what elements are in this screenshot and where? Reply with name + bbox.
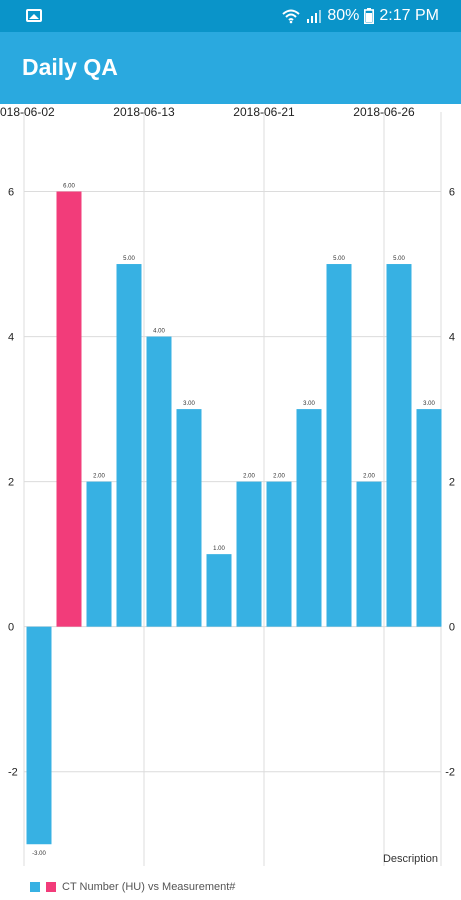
bar-value-label: 3.00	[183, 401, 195, 407]
legend: CT Number (HU) vs Measurement#	[30, 880, 235, 894]
app-title: Daily QA	[22, 54, 118, 80]
bar	[206, 554, 232, 627]
bar	[176, 409, 202, 627]
y-tick-label-left: -2	[8, 767, 18, 779]
wifi-icon	[282, 9, 301, 24]
status-right: 80% 2:17 PM	[281, 0, 439, 32]
bar	[386, 264, 412, 627]
bar	[356, 481, 382, 627]
bar-value-label: 2.00	[243, 474, 255, 480]
bar-value-label: 2.00	[93, 474, 105, 480]
bar	[116, 264, 142, 627]
bar	[296, 409, 322, 627]
top-axis-label: 2018-06-02	[0, 105, 55, 119]
y-tick-label-right: -2	[445, 767, 455, 779]
bar	[86, 481, 112, 627]
clock: 2:17 PM	[379, 7, 439, 24]
legend-label: CT Number (HU) vs Measurement#	[62, 881, 236, 893]
status-bar: 80% 2:17 PM	[0, 0, 461, 32]
chart-description: Description	[383, 853, 438, 865]
bar-value-label: 4.00	[153, 329, 165, 335]
bar-value-label: -3.00	[32, 851, 46, 857]
bar	[56, 191, 82, 627]
battery-icon	[364, 8, 375, 24]
gallery-icon	[26, 9, 42, 22]
chart: -2 -2 0 0 2 2 4 4 6 6 -3.00 6.00 2.00 5.00 4.00 3.00 1.0…	[0, 105, 455, 866]
y-tick-label-right: 6	[449, 187, 455, 199]
bar-value-label: 1.00	[213, 546, 225, 552]
signal-icon	[307, 10, 322, 23]
battery-percent: 80%	[327, 7, 360, 24]
y-tick-label-left: 2	[8, 477, 14, 489]
y-tick-label-right: 4	[449, 332, 455, 344]
app-bar: Daily QA	[0, 32, 461, 104]
y-tick-label-left: 4	[8, 332, 14, 344]
bar-value-label: 5.00	[333, 256, 345, 262]
bar-value-label: 3.00	[423, 401, 435, 407]
bar-value-label: 2.00	[363, 474, 375, 480]
y-tick-label-left: 6	[8, 187, 14, 199]
bar	[236, 481, 262, 627]
y-tick-label-right: 2	[449, 477, 455, 489]
top-axis-label: 2018-06-21	[233, 105, 295, 119]
legend-swatch-highlight	[46, 882, 56, 892]
bar-value-label: 2.00	[273, 474, 285, 480]
top-axis-label: 2018-06-26	[353, 105, 415, 119]
bar-value-label: 3.00	[303, 401, 315, 407]
bar	[146, 336, 172, 627]
legend-swatch-series	[30, 882, 40, 892]
bar-value-label: 5.00	[123, 256, 135, 262]
bar	[416, 409, 442, 627]
top-axis-label: 2018-06-13	[113, 105, 175, 119]
bar-value-label: 5.00	[393, 256, 405, 262]
bar-value-label: 6.00	[63, 184, 75, 190]
bar	[26, 626, 52, 845]
y-tick-label-left: 0	[8, 622, 14, 634]
y-tick-label-right: 0	[449, 622, 455, 634]
bar	[266, 481, 292, 627]
bar	[326, 264, 352, 627]
